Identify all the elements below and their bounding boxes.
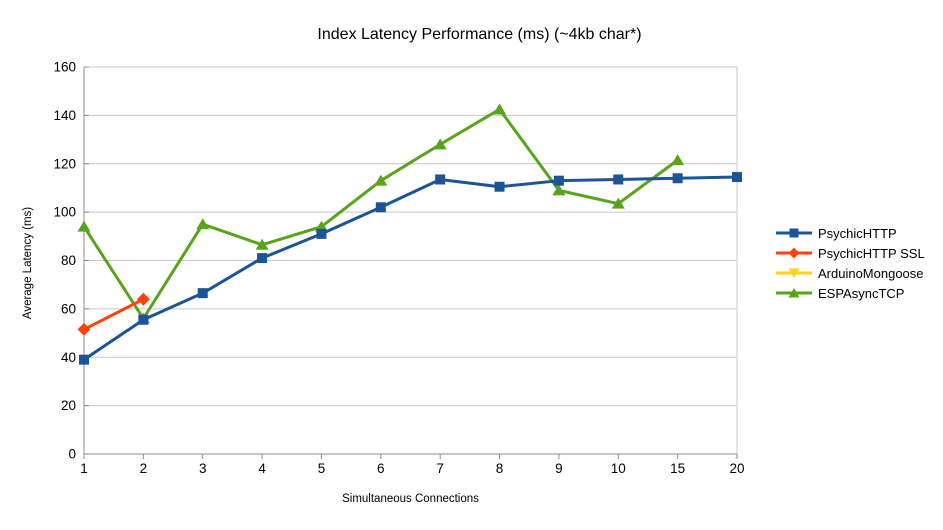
legend-item-psychichttp-ssl: PsychicHTTP SSL: [775, 243, 925, 263]
data-point-espasynctcp: [493, 103, 507, 115]
data-point-psychichttp: [553, 175, 564, 186]
legend-item-psychichttp: PsychicHTTP: [775, 223, 925, 243]
data-point-espasynctcp: [77, 220, 91, 232]
series-line-psychichttp-ssl: [83, 297, 145, 331]
data-point-psychichttp-ssl: [77, 322, 91, 336]
x-tick-label: 9: [555, 461, 563, 476]
legend-marker-glyph: [776, 268, 812, 278]
legend-label: PsychicHTTP: [818, 225, 897, 241]
y-tick-label: 80: [61, 253, 76, 268]
y-tick-label: 0: [68, 447, 76, 462]
data-point-psychichttp: [79, 354, 89, 365]
y-axis-title: Average Latency (ms): [22, 206, 34, 320]
data-point-psychichttp: [613, 174, 624, 185]
data-point-espasynctcp: [374, 174, 388, 186]
x-tick-label: 4: [258, 461, 266, 476]
legend-item-espasynctcp: ESPAsyncTCP: [775, 283, 925, 303]
legend-marker-square-icon: [775, 226, 813, 240]
data-point-psychichttp: [672, 173, 683, 184]
legend-label: PsychicHTTP SSL: [818, 245, 925, 261]
series-line-psychichttp: [83, 175, 738, 361]
legend-marker-diamond-icon: [775, 246, 813, 260]
x-tick-label: 5: [318, 461, 326, 476]
y-tick-label: 160: [53, 60, 76, 75]
chart-title: Index Latency Performance (ms) (~4kb cha…: [317, 26, 642, 43]
data-point-psychichttp: [732, 172, 742, 183]
legend-marker-triangle-up-icon: [775, 286, 813, 300]
x-tick-label: 3: [199, 461, 207, 476]
data-point-espasynctcp: [552, 184, 566, 196]
series-line-espasynctcp: [82, 107, 679, 321]
x-tick-label: 7: [436, 461, 444, 476]
legend-item-arduinomongoose: ArduinoMongoose: [775, 263, 925, 283]
y-tick-label: 120: [53, 156, 76, 171]
data-point-psychichttp-ssl: [136, 292, 150, 306]
y-tick-label: 20: [61, 398, 76, 413]
legend-marker-triangle-down-icon: [775, 266, 813, 280]
y-tick-label: 100: [53, 205, 76, 220]
x-tick-label: 2: [140, 461, 148, 476]
data-point-psychichttp: [494, 181, 505, 192]
x-tick-label: 8: [496, 461, 504, 476]
data-point-psychichttp: [257, 253, 268, 264]
data-point-psychichttp: [435, 174, 446, 185]
data-point-psychichttp: [316, 228, 327, 239]
data-point-espasynctcp: [314, 220, 328, 232]
y-tick-label: 40: [61, 350, 76, 365]
data-point-espasynctcp: [611, 197, 625, 209]
data-point-psychichttp: [197, 288, 208, 299]
x-tick-label: 15: [670, 461, 685, 476]
x-tick-label: 10: [611, 461, 626, 476]
data-point-espasynctcp: [196, 218, 210, 230]
data-point-espasynctcp: [255, 238, 269, 250]
legend: PsychicHTTP PsychicHTTP SSL ArduinoMongo…: [775, 223, 925, 303]
legend-label: ArduinoMongoose: [818, 265, 924, 281]
x-axis-title: Simultaneous Connections: [342, 493, 479, 505]
data-point-psychichttp: [138, 314, 149, 325]
legend-marker-glyph: [776, 247, 812, 259]
legend-label: ESPAsyncTCP: [818, 285, 905, 301]
x-tick-label: 20: [729, 461, 744, 476]
legend-marker-glyph: [776, 288, 812, 298]
data-point-espasynctcp: [433, 138, 447, 150]
data-point-psychichttp: [375, 202, 386, 213]
legend-marker-glyph: [776, 228, 812, 238]
x-tick-label: 1: [80, 461, 88, 476]
y-tick-label: 60: [61, 301, 76, 316]
y-tick-label: 140: [53, 108, 76, 123]
data-point-espasynctcp: [671, 154, 685, 166]
x-tick-label: 6: [377, 461, 385, 476]
